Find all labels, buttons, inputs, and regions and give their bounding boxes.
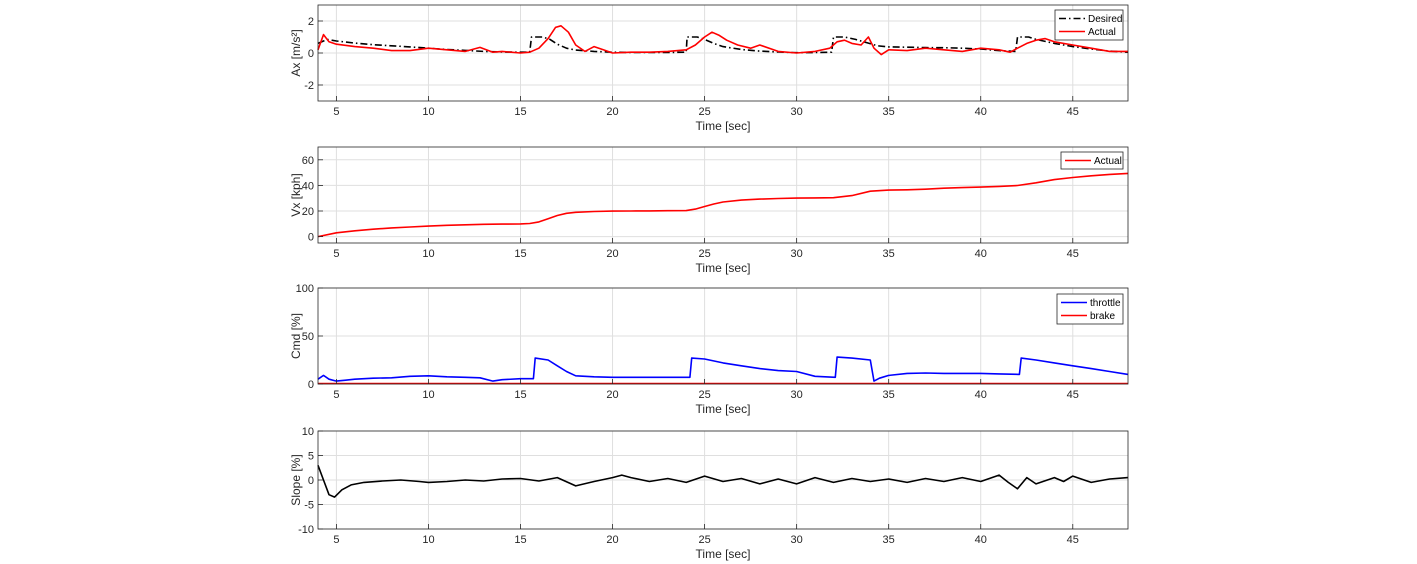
x-tick-label: 40 <box>975 534 987 546</box>
legend-label: Actual <box>1088 27 1116 38</box>
x-axis-label: Time [sec] <box>696 119 751 133</box>
legend-label: brake <box>1090 311 1115 322</box>
x-tick-label: 45 <box>1067 389 1079 401</box>
series-line-actual <box>317 24 1128 56</box>
y-tick-label: -5 <box>304 500 314 512</box>
y-tick-label: 100 <box>296 283 314 295</box>
x-tick-label: 45 <box>1067 106 1079 118</box>
x-tick-label: 30 <box>791 106 803 118</box>
y-tick-label: 2 <box>308 16 314 28</box>
x-tick-label: 10 <box>422 248 434 260</box>
legend-label: throttle <box>1090 298 1121 309</box>
y-tick-label: -10 <box>298 524 314 536</box>
x-tick-label: 35 <box>883 106 895 118</box>
x-tick-label: 25 <box>698 248 710 260</box>
legend: Desired Actual <box>1054 9 1124 41</box>
series-line-throttle <box>317 356 1129 382</box>
legend-label: Actual <box>1094 156 1122 167</box>
y-tick-label: 5 <box>308 451 314 463</box>
x-tick-label: 20 <box>606 534 618 546</box>
x-tick-label: 15 <box>514 389 526 401</box>
x-tick-label: 40 <box>975 106 987 118</box>
y-axis-label: Ax [m/s²] <box>289 29 303 76</box>
x-tick-label: 25 <box>698 106 710 118</box>
x-tick-label: 5 <box>333 389 339 401</box>
x-tick-label: 15 <box>514 106 526 118</box>
y-tick-label: -2 <box>304 80 314 92</box>
y-tick-label: 0 <box>308 232 314 244</box>
x-tick-label: 25 <box>698 389 710 401</box>
y-axis-label: Vx [kph] <box>289 173 303 216</box>
legend: throttle brake <box>1056 293 1124 325</box>
x-tick-label: 10 <box>422 534 434 546</box>
x-axis-label: Time [sec] <box>696 261 751 275</box>
x-tick-label: 20 <box>606 248 618 260</box>
x-tick-label: 45 <box>1067 248 1079 260</box>
y-tick-label: 0 <box>308 475 314 487</box>
x-tick-label: 35 <box>883 389 895 401</box>
y-tick-label: 0 <box>308 379 314 391</box>
x-axis-label: Time [sec] <box>696 402 751 416</box>
y-tick-label: 10 <box>302 426 314 438</box>
legend-label: Desired <box>1088 14 1122 25</box>
series-line-1 <box>317 465 1129 498</box>
x-tick-label: 45 <box>1067 534 1079 546</box>
x-tick-label: 5 <box>333 248 339 260</box>
panel-3: 5 10 15 20 25 30 35 40 45 0 50 100 Time [sec] Cmd [%]… <box>289 283 1129 416</box>
x-tick-label: 40 <box>975 389 987 401</box>
x-tick-label: 10 <box>422 389 434 401</box>
x-tick-label: 30 <box>791 534 803 546</box>
legend-box <box>1060 151 1124 170</box>
y-tick-label: 60 <box>302 155 314 167</box>
axes-box <box>317 146 1129 244</box>
x-axis-label: Time [sec] <box>696 547 751 561</box>
legend-box <box>1054 9 1124 41</box>
y-axis-label: Cmd [%] <box>289 313 303 359</box>
panel-2: 5 10 15 20 25 30 35 40 45 0 20 40 60 Time [sec] Vx [kp… <box>289 146 1129 275</box>
legend-box <box>1056 293 1124 325</box>
y-tick-label: 20 <box>302 206 314 218</box>
x-tick-label: 15 <box>514 248 526 260</box>
legend: Actual <box>1060 151 1124 170</box>
x-tick-label: 5 <box>333 106 339 118</box>
y-tick-label: 0 <box>308 48 314 60</box>
panel-1: 5 10 15 20 25 30 35 40 45 -2 0 2 Time [sec] Ax [m/s²]… <box>289 4 1129 133</box>
plot-area <box>318 147 1128 243</box>
x-tick-label: 20 <box>606 389 618 401</box>
y-tick-label: 50 <box>302 331 314 343</box>
series-line-actual <box>317 172 1129 238</box>
x-tick-label: 35 <box>883 248 895 260</box>
x-tick-label: 15 <box>514 534 526 546</box>
x-tick-label: 5 <box>333 534 339 546</box>
x-tick-label: 10 <box>422 106 434 118</box>
x-tick-label: 30 <box>791 248 803 260</box>
x-tick-label: 20 <box>606 106 618 118</box>
x-tick-label: 35 <box>883 534 895 546</box>
panel-4: 5 10 15 20 25 30 35 40 45 -10 -5 0 5 10 Time [sec] Slop… <box>289 426 1129 561</box>
x-tick-label: 40 <box>975 248 987 260</box>
x-tick-label: 30 <box>791 389 803 401</box>
x-tick-label: 25 <box>698 534 710 546</box>
y-tick-label: 40 <box>302 180 314 192</box>
y-axis-label: Slope [%] <box>289 454 303 505</box>
